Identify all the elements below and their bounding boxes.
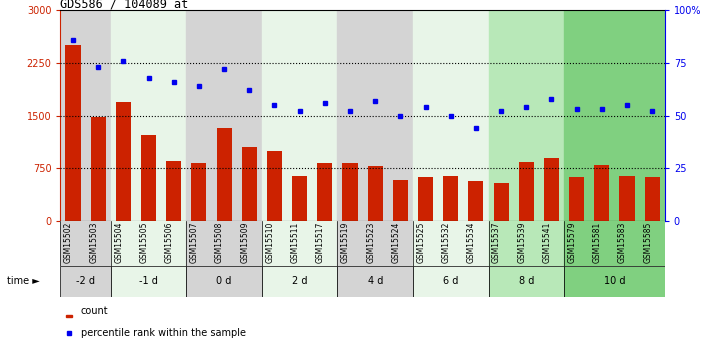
Text: -2 d: -2 d <box>76 276 95 286</box>
Text: 4 d: 4 d <box>368 276 383 286</box>
Bar <box>141 135 156 221</box>
Text: GSM15534: GSM15534 <box>467 222 476 263</box>
Bar <box>111 221 186 266</box>
Bar <box>217 128 232 221</box>
Text: 6 d: 6 d <box>443 276 459 286</box>
Bar <box>116 101 131 221</box>
Bar <box>645 177 660 221</box>
Bar <box>519 162 534 221</box>
Text: GSM15505: GSM15505 <box>139 222 149 263</box>
Bar <box>111 10 186 221</box>
Bar <box>186 10 262 221</box>
Text: GSM15539: GSM15539 <box>518 222 526 263</box>
Text: percentile rank within the sample: percentile rank within the sample <box>81 328 246 337</box>
Bar <box>91 117 106 221</box>
Bar <box>488 10 564 221</box>
Bar <box>443 176 459 221</box>
Bar <box>262 266 338 297</box>
Text: count: count <box>81 306 109 316</box>
Text: GSM15579: GSM15579 <box>567 222 577 263</box>
Bar <box>393 180 408 221</box>
Bar <box>67 315 72 317</box>
Text: GSM15523: GSM15523 <box>366 222 375 263</box>
Text: GSM15508: GSM15508 <box>215 222 224 263</box>
Bar <box>488 221 564 266</box>
Bar <box>564 266 665 297</box>
Text: GSM15581: GSM15581 <box>593 222 602 263</box>
Bar <box>267 151 282 221</box>
Text: GSM15511: GSM15511 <box>291 222 299 263</box>
Text: GSM15585: GSM15585 <box>643 222 652 263</box>
Text: GSM15537: GSM15537 <box>492 222 501 263</box>
Bar <box>413 10 488 221</box>
Bar <box>262 221 338 266</box>
Text: GSM15525: GSM15525 <box>417 222 426 263</box>
Text: GSM15506: GSM15506 <box>165 222 173 263</box>
Text: GSM15519: GSM15519 <box>341 222 350 263</box>
Bar <box>418 177 433 221</box>
Text: GSM15504: GSM15504 <box>114 222 124 263</box>
Bar <box>317 163 333 221</box>
Bar <box>619 176 635 221</box>
Text: 10 d: 10 d <box>604 276 625 286</box>
Text: 0 d: 0 d <box>216 276 232 286</box>
Bar <box>544 158 559 221</box>
Text: GSM15541: GSM15541 <box>542 222 552 263</box>
Bar <box>292 176 307 221</box>
Text: GSM15502: GSM15502 <box>64 222 73 263</box>
Bar <box>338 266 413 297</box>
Bar <box>564 10 665 221</box>
Text: GSM15583: GSM15583 <box>618 222 627 263</box>
Bar <box>338 10 413 221</box>
Text: GSM15507: GSM15507 <box>190 222 199 263</box>
Bar <box>564 221 665 266</box>
Bar <box>60 221 111 266</box>
Bar <box>111 266 186 297</box>
Bar <box>569 177 584 221</box>
Bar <box>60 10 111 221</box>
Bar <box>488 266 564 297</box>
Text: GSM15532: GSM15532 <box>442 222 451 263</box>
Text: time ►: time ► <box>7 276 40 286</box>
Text: -1 d: -1 d <box>139 276 158 286</box>
Bar <box>493 183 508 221</box>
Bar <box>338 221 413 266</box>
Bar <box>413 266 488 297</box>
Bar <box>242 147 257 221</box>
Bar <box>469 181 483 221</box>
Text: GSM15503: GSM15503 <box>89 222 98 263</box>
Bar <box>65 46 80 221</box>
Text: GSM15509: GSM15509 <box>240 222 250 263</box>
Text: 8 d: 8 d <box>518 276 534 286</box>
Bar <box>413 221 488 266</box>
Bar <box>594 165 609 221</box>
Text: GSM15517: GSM15517 <box>316 222 325 263</box>
Bar <box>191 163 206 221</box>
Bar <box>186 266 262 297</box>
Bar <box>166 161 181 221</box>
Text: GSM15524: GSM15524 <box>391 222 400 263</box>
Text: GDS586 / 104089_at: GDS586 / 104089_at <box>60 0 188 10</box>
Text: 2 d: 2 d <box>292 276 307 286</box>
Bar <box>343 163 358 221</box>
Bar <box>368 166 383 221</box>
Bar <box>60 266 111 297</box>
Bar <box>186 221 262 266</box>
Bar <box>262 10 338 221</box>
Text: GSM15510: GSM15510 <box>265 222 274 263</box>
